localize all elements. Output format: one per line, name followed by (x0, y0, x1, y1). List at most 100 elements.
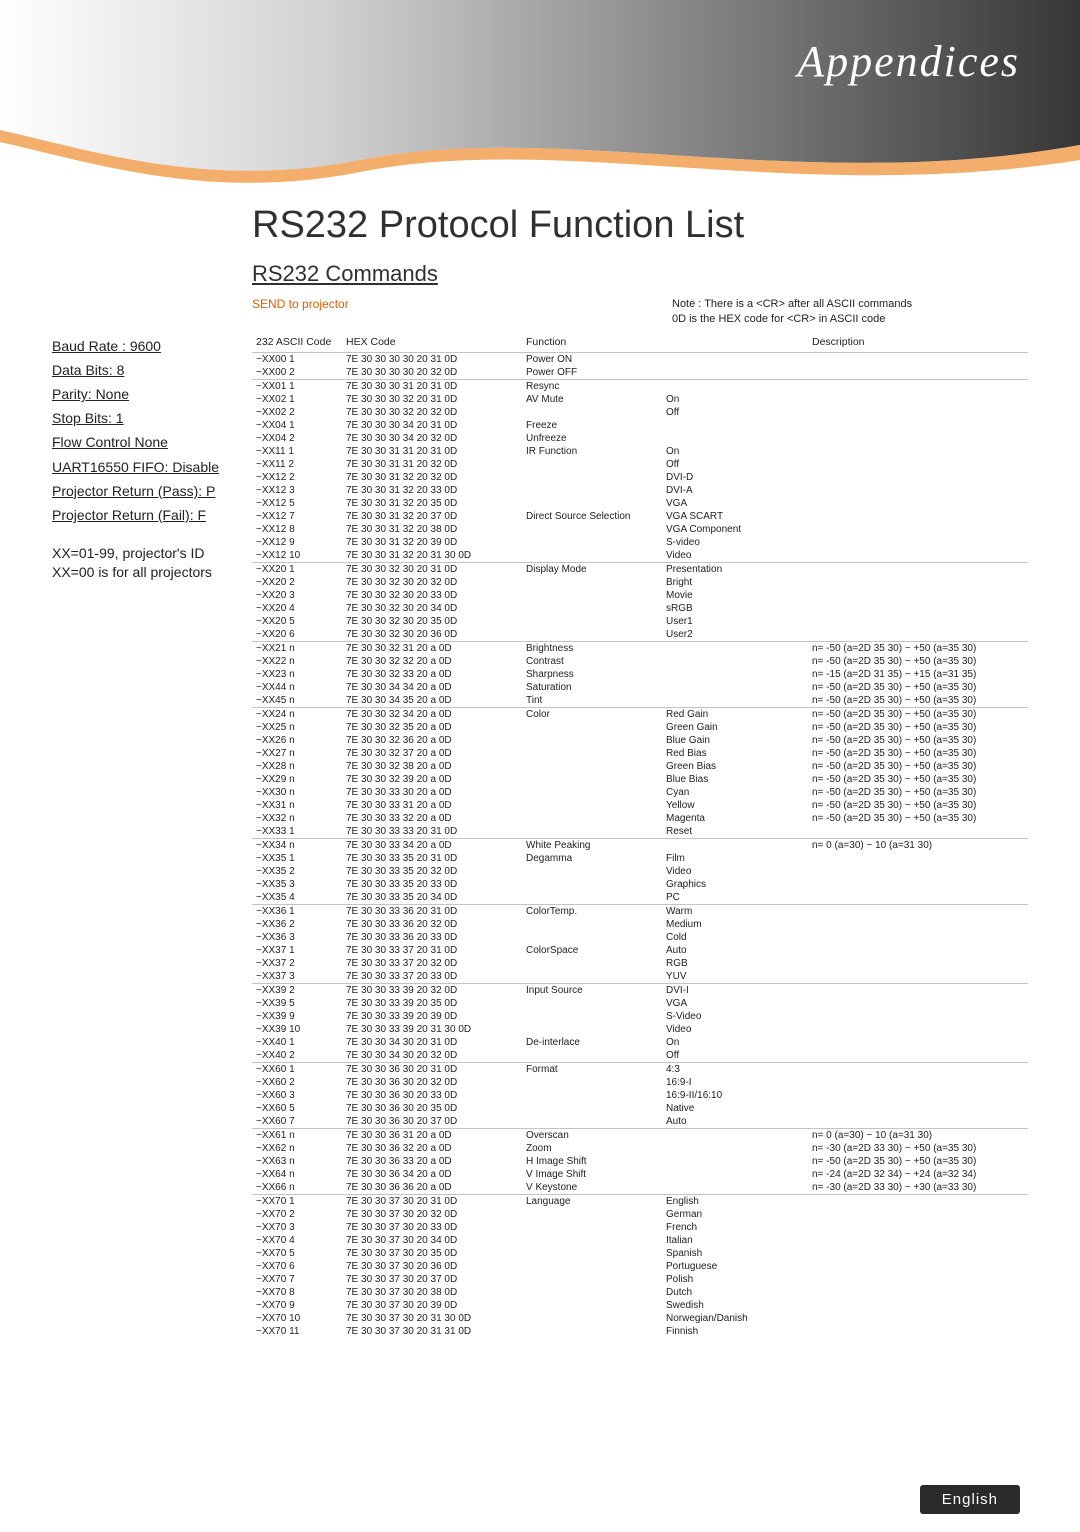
cell-v (662, 668, 808, 681)
cell-d (808, 458, 1028, 471)
cell-h: 7E 30 30 33 39 20 31 30 0D (342, 1023, 522, 1036)
cell-a: ~XX11 1 (252, 445, 342, 458)
cell-a: ~XX28 n (252, 760, 342, 773)
cell-f: ColorTemp. (522, 904, 662, 918)
th-ascii: 232 ASCII Code (252, 335, 342, 353)
table-row: ~XX12 27E 30 30 31 32 20 32 0DDVI-D (252, 471, 1028, 484)
cell-v: VGA (662, 997, 808, 1010)
cell-a: ~XX37 1 (252, 944, 342, 957)
cell-d (808, 918, 1028, 931)
cell-h: 7E 30 30 37 30 20 35 0D (342, 1247, 522, 1260)
cell-v: Cyan (662, 786, 808, 799)
cell-d (808, 878, 1028, 891)
cell-d (808, 589, 1028, 602)
table-row: ~XX37 27E 30 30 33 37 20 32 0DRGB (252, 957, 1028, 970)
cell-v (662, 419, 808, 432)
cell-f (522, 799, 662, 812)
cell-f (522, 1023, 662, 1036)
cell-h: 7E 30 30 33 37 20 31 0D (342, 944, 522, 957)
banner: Appendices (0, 0, 1080, 200)
cell-d (808, 1036, 1028, 1049)
cell-f (522, 471, 662, 484)
cell-a: ~XX20 1 (252, 562, 342, 576)
sidebar-param: Baud Rate : 9600 (52, 337, 242, 355)
cell-v: Red Gain (662, 707, 808, 721)
cell-v: On (662, 445, 808, 458)
cell-a: ~XX70 8 (252, 1286, 342, 1299)
cell-f (522, 549, 662, 563)
cell-a: ~XX20 5 (252, 615, 342, 628)
cell-f (522, 1089, 662, 1102)
cell-a: ~XX25 n (252, 721, 342, 734)
cell-f (522, 773, 662, 786)
table-group: ~XX21 n7E 30 30 32 31 20 a 0DBrightnessn… (252, 641, 1028, 707)
table-row: ~XX60 17E 30 30 36 30 20 31 0DFormat4:3 (252, 1062, 1028, 1076)
table-row: ~XX24 n7E 30 30 32 34 20 a 0DColorRed Ga… (252, 707, 1028, 721)
cell-h: 7E 30 30 32 32 20 a 0D (342, 655, 522, 668)
cell-h: 7E 30 30 37 30 20 31 30 0D (342, 1312, 522, 1325)
table-row: ~XX70 107E 30 30 37 30 20 31 30 0DNorweg… (252, 1312, 1028, 1325)
cell-v (662, 838, 808, 852)
cell-d (808, 983, 1028, 997)
cell-h: 7E 30 30 36 30 20 35 0D (342, 1102, 522, 1115)
cell-f: Resync (522, 379, 662, 393)
cell-a: ~XX36 1 (252, 904, 342, 918)
cell-h: 7E 30 30 33 33 20 31 0D (342, 825, 522, 839)
cell-f (522, 865, 662, 878)
table-group: ~XX24 n7E 30 30 32 34 20 a 0DColorRed Ga… (252, 707, 1028, 838)
cell-f: Zoom (522, 1142, 662, 1155)
cell-f: Power OFF (522, 366, 662, 380)
table-row: ~XX70 97E 30 30 37 30 20 39 0DSwedish (252, 1299, 1028, 1312)
cell-f (522, 747, 662, 760)
cell-h: 7E 30 30 32 31 20 a 0D (342, 641, 522, 655)
cell-d: n= -50 (a=2D 35 30) ~ +50 (a=35 30) (808, 681, 1028, 694)
cell-v: Film (662, 852, 808, 865)
cell-f: Saturation (522, 681, 662, 694)
table-row: ~XX02 17E 30 30 30 32 20 31 0DAV MuteOn (252, 393, 1028, 406)
cell-h: 7E 30 30 36 30 20 37 0D (342, 1115, 522, 1129)
cell-d: n= -50 (a=2D 35 30) ~ +50 (a=35 30) (808, 786, 1028, 799)
table-row: ~XX22 n7E 30 30 32 32 20 a 0DContrastn= … (252, 655, 1028, 668)
cell-v: Medium (662, 918, 808, 931)
cell-f (522, 1010, 662, 1023)
cell-f (522, 1273, 662, 1286)
cell-d: n= -50 (a=2D 35 30) ~ +50 (a=35 30) (808, 760, 1028, 773)
cell-v: Swedish (662, 1299, 808, 1312)
cell-f (522, 931, 662, 944)
cell-d: n= 0 (a=30) ~ 10 (a=31 30) (808, 838, 1028, 852)
cell-f (522, 458, 662, 471)
cell-a: ~XX63 n (252, 1155, 342, 1168)
table-row: ~XX62 n7E 30 30 36 32 20 a 0DZoomn= -30 … (252, 1142, 1028, 1155)
table-row: ~XX39 107E 30 30 33 39 20 31 30 0DVideo (252, 1023, 1028, 1036)
cell-d (808, 1049, 1028, 1063)
cell-d (808, 1273, 1028, 1286)
table-row: ~XX37 17E 30 30 33 37 20 31 0DColorSpace… (252, 944, 1028, 957)
cell-h: 7E 30 30 33 35 20 33 0D (342, 878, 522, 891)
cell-d (808, 445, 1028, 458)
cell-a: ~XX21 n (252, 641, 342, 655)
cell-a: ~XX70 11 (252, 1325, 342, 1338)
send-row: SEND to projector Note : There is a <CR>… (252, 297, 1028, 327)
cell-v: YUV (662, 970, 808, 984)
cell-v: Blue Gain (662, 734, 808, 747)
table-row: ~XX26 n7E 30 30 32 36 20 a 0DBlue Gainn=… (252, 734, 1028, 747)
table-row: ~XX23 n7E 30 30 32 33 20 a 0DSharpnessn=… (252, 668, 1028, 681)
cell-d (808, 510, 1028, 523)
cell-h: 7E 30 30 37 30 20 34 0D (342, 1234, 522, 1247)
cell-f (522, 1325, 662, 1338)
cell-h: 7E 30 30 36 30 20 33 0D (342, 1089, 522, 1102)
cell-a: ~XX02 2 (252, 406, 342, 419)
table-row: ~XX34 n7E 30 30 33 34 20 a 0DWhite Peaki… (252, 838, 1028, 852)
sidebar-param: Flow Control None (52, 433, 242, 451)
cell-a: ~XX12 8 (252, 523, 342, 536)
cell-d (808, 1115, 1028, 1129)
cell-v: Auto (662, 944, 808, 957)
cell-a: ~XX61 n (252, 1128, 342, 1142)
cell-a: ~XX39 10 (252, 1023, 342, 1036)
cell-h: 7E 30 30 33 37 20 32 0D (342, 957, 522, 970)
cell-v: User2 (662, 628, 808, 642)
cell-d: n= -50 (a=2D 35 30) ~ +50 (a=35 30) (808, 641, 1028, 655)
cell-h: 7E 30 30 33 36 20 33 0D (342, 931, 522, 944)
cell-a: ~XX70 2 (252, 1208, 342, 1221)
cell-v: S-Video (662, 1010, 808, 1023)
